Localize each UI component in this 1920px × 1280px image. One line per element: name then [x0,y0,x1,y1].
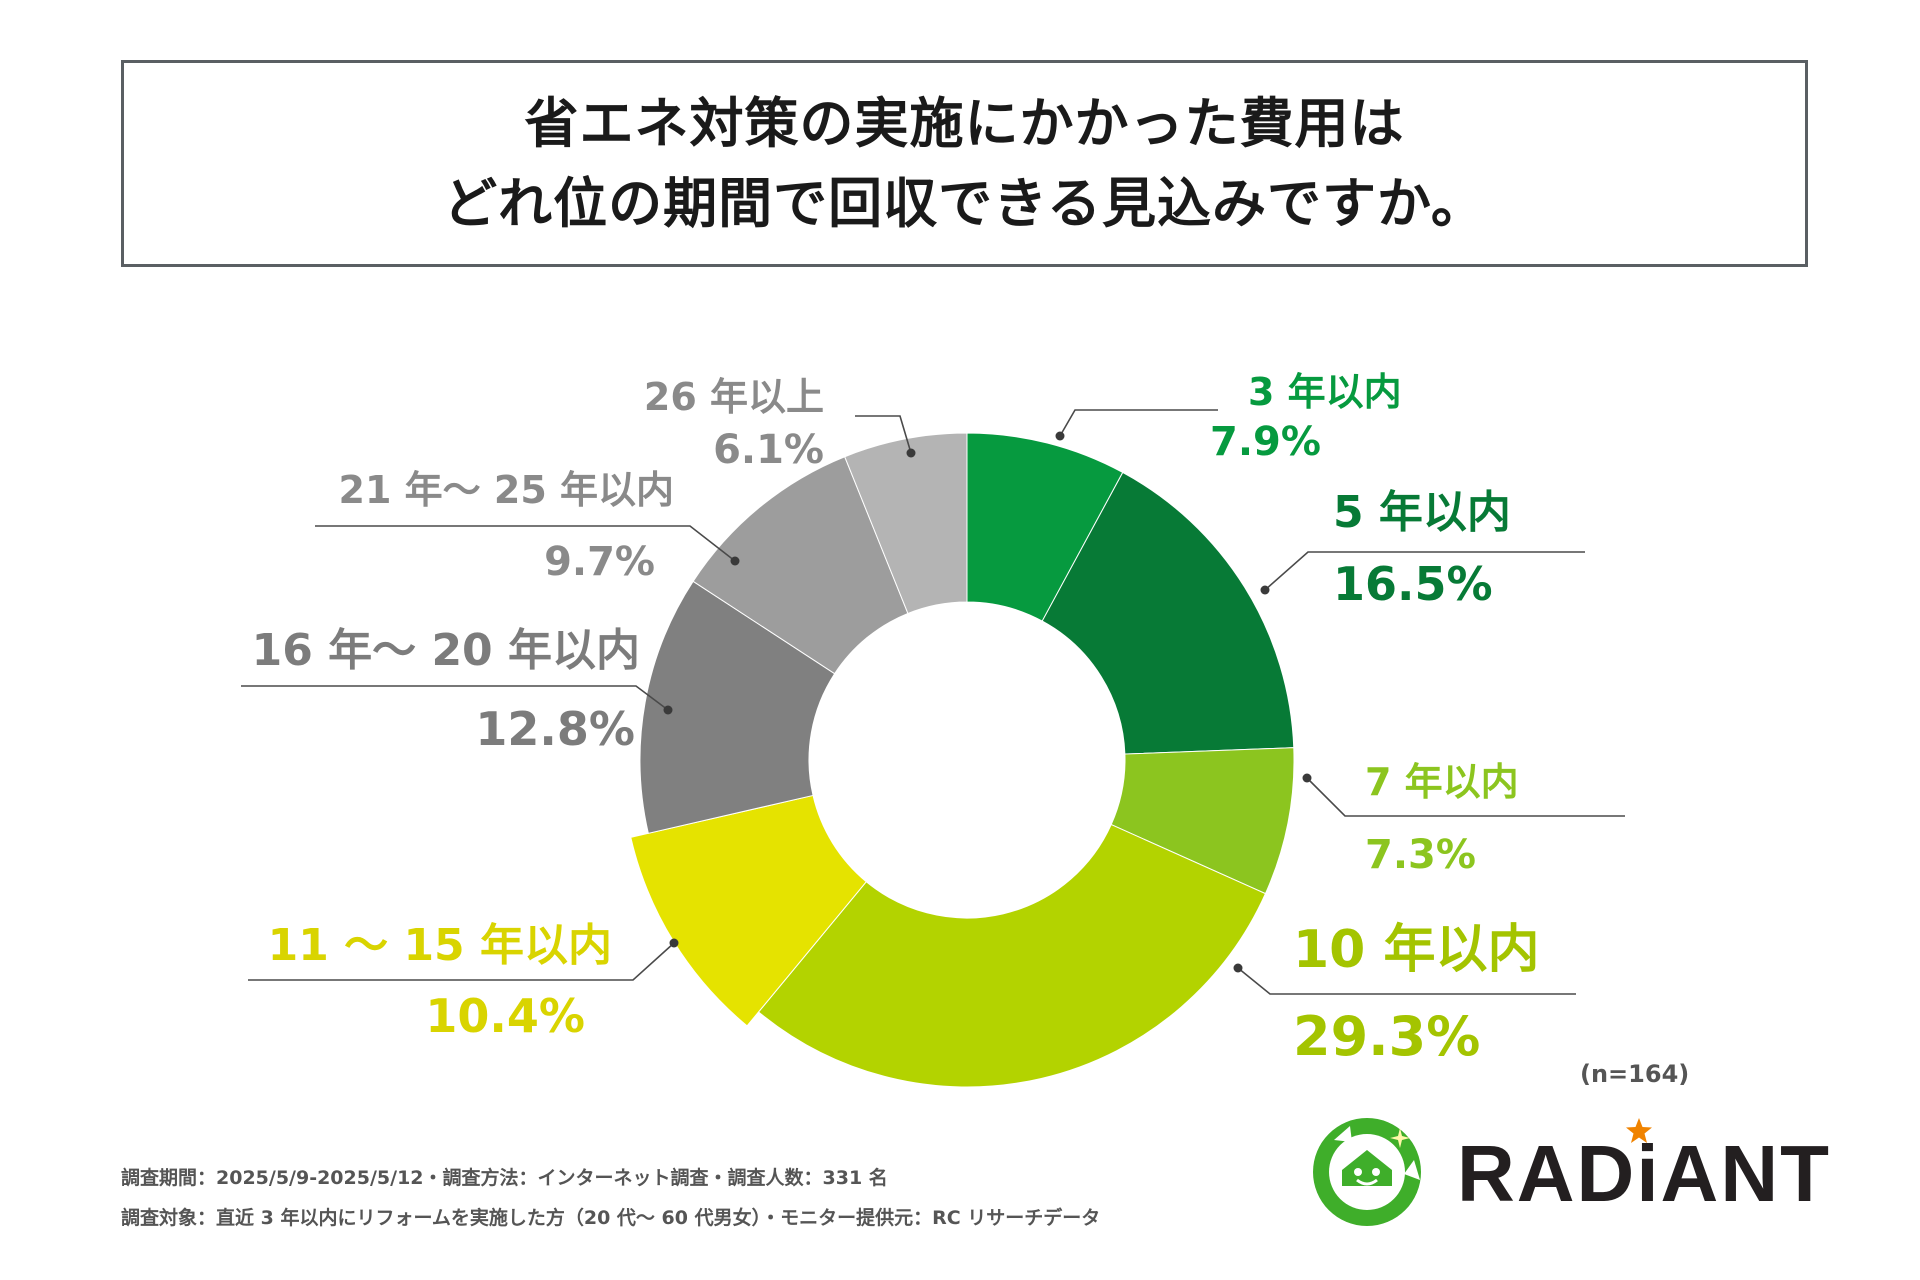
leader-lines-group [241,409,1625,995]
logo-house-icon [1313,1118,1421,1226]
donut-slice [639,580,836,834]
title-box: 省エネ対策の実施にかかった費用は どれ位の期間で回収できる見込みですか。 [121,60,1808,267]
donut-slice [630,794,867,1027]
sample-size-label: (n=164) [1580,1060,1690,1088]
survey-footnote: 調査期間：2025/5/9-2025/5/12・調査方法：インターネット調査・調… [121,1158,1100,1238]
slice-value-label: 9.7% [544,539,655,585]
slice-value-label: 29.3% [1293,1005,1480,1068]
slice-category-label: 10 年以内 [1293,920,1539,980]
leader-dot [1260,585,1270,595]
leader-line [241,685,669,711]
leader-line [1059,409,1218,437]
slices-group [630,432,1295,1088]
leader-dot [1302,773,1312,783]
donut-slice [1041,471,1295,755]
leader-line [855,415,912,454]
slice-category-label: 5 年以内 [1333,487,1511,538]
slice-value-label: 12.8% [475,702,635,756]
page-title-line-1: 省エネ対策の実施にかかった費用は [524,91,1405,155]
slice-category-label: 16 年～ 20 年以内 [252,625,640,676]
leader-dot [1055,431,1065,441]
donut-slice [757,823,1267,1088]
leader-line [248,942,675,981]
donut-slice [844,432,968,615]
leader-dot [906,448,916,458]
slice-value-label: 6.1% [713,427,824,473]
slice-value-label: 16.5% [1333,557,1493,611]
slice-value-label: 10.4% [425,989,585,1043]
leader-dot [730,556,740,566]
leader-dot [669,938,679,948]
logo-wordmark: RADiANT [1457,1129,1831,1218]
slice-category-label: 7 年以内 [1365,760,1519,804]
survey-footnote-line-1: 調査期間：2025/5/9-2025/5/12・調査方法：インターネット調査・調… [121,1167,888,1189]
slice-category-label: 21 年～ 25 年以内 [339,468,674,512]
slice-category-label: 3 年以内 [1248,370,1402,414]
survey-footnote-line-2: 調査対象：直近 3 年以内にリフォームを実施した方（20 代～ 60 代男女）・… [121,1207,1101,1229]
slice-category-label: 26 年以上 [644,375,824,419]
leader-dot [663,705,673,715]
leader-line [1264,551,1585,591]
labels-group: 3 年以内 7.9% 5 年以内 16.5% 7 年以内 7.3% 10 年以内 29.3% 1… [252,370,1540,1068]
leader-line [315,525,736,562]
slice-value-label: 7.3% [1365,832,1476,878]
leader-dot [1233,963,1243,973]
slice-category-label: 11 ～ 15 年以内 [268,920,612,971]
page-title-line-2: どれ位の期間で回収できる見込みですか。 [443,171,1486,235]
slice-value-label: 7.9% [1210,419,1321,465]
leader-line [1306,777,1625,817]
radiant-logo: RADiANT [1302,1112,1829,1232]
leader-line [1237,967,1576,995]
logo-star-icon [1626,1118,1652,1143]
